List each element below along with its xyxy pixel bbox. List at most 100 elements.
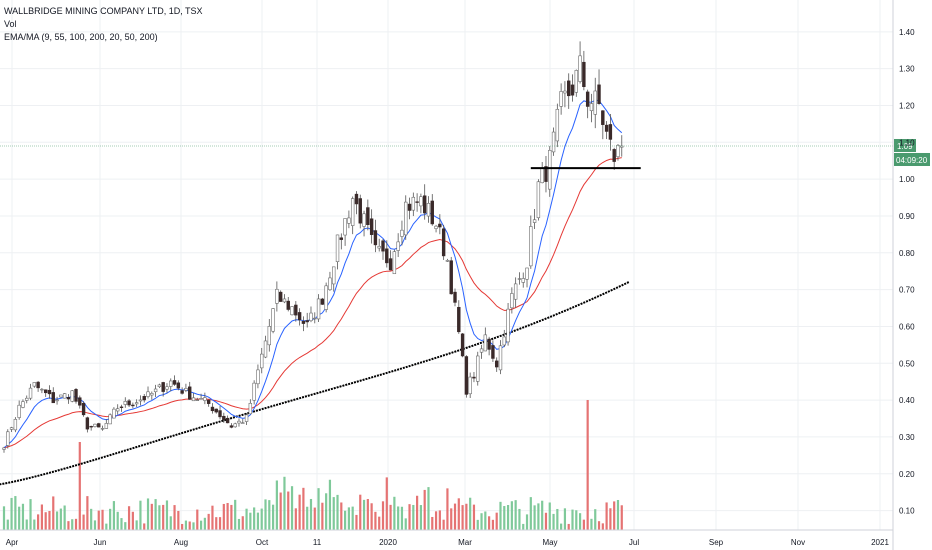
candle-down <box>229 425 234 428</box>
volume-bar-up <box>518 508 521 530</box>
volume-bar-up <box>21 503 25 530</box>
candle-down <box>278 291 283 302</box>
volume-bar-down <box>143 523 146 530</box>
volume-bar-up <box>14 496 17 530</box>
candle-up <box>468 376 472 395</box>
candle-up <box>548 150 552 190</box>
candle-up <box>377 245 381 249</box>
candle-up <box>411 196 416 211</box>
x-tick-label: 2021 <box>871 538 889 547</box>
candle-up <box>100 428 105 430</box>
y-tick-label: 0.70 <box>899 286 915 295</box>
candle-up <box>17 404 21 418</box>
volume-bar-down <box>241 516 244 530</box>
candle-down <box>218 410 222 418</box>
volume-bar-down <box>408 504 411 530</box>
candle-down <box>51 392 55 404</box>
volume-bar-down <box>82 514 85 530</box>
candle-up <box>532 219 537 223</box>
candle-up <box>150 393 154 396</box>
volume-bar-up <box>469 497 472 530</box>
y-tick-label: 0.40 <box>899 396 915 405</box>
countdown-label: 04:09:20 <box>896 156 928 165</box>
candle-up <box>237 420 241 424</box>
volume-bar-down <box>491 519 495 530</box>
volume-bar-up <box>234 499 237 530</box>
candle-up <box>521 278 525 283</box>
volume-bar-down <box>438 510 441 530</box>
candle-down <box>225 417 230 424</box>
candle-up <box>25 397 29 401</box>
volume-bar-down <box>230 504 233 530</box>
volume-bar-down <box>37 514 40 530</box>
volume-bar-up <box>271 504 275 530</box>
candle-down <box>582 61 586 87</box>
volume-bar-up <box>548 502 551 530</box>
candle-up <box>563 90 567 94</box>
candle-up <box>290 306 294 316</box>
candle-up <box>275 288 279 304</box>
candle-down <box>36 381 40 389</box>
candle-up <box>282 298 287 303</box>
volume-bar-down <box>222 503 225 530</box>
volume-bar-down <box>586 400 589 530</box>
volume-bar-down <box>181 523 184 530</box>
candle-up <box>434 225 438 229</box>
volume-label: Vol <box>4 19 17 29</box>
volume-bar-down <box>74 518 78 530</box>
volume-bar-down <box>374 511 377 530</box>
volume-bar-up <box>154 499 157 530</box>
volume-bar-up <box>199 520 203 530</box>
candle-down <box>491 345 495 359</box>
volume-bar-down <box>321 502 324 530</box>
candle-up <box>104 423 109 429</box>
volume-bar-up <box>344 510 347 530</box>
indicator-label: EMA/MA (9, 55, 100, 200, 20, 50, 200) <box>4 32 158 42</box>
volume-bar-down <box>131 511 134 530</box>
candle-up <box>108 414 112 425</box>
volume-bar-down <box>78 442 81 530</box>
volume-bar-up <box>268 500 271 530</box>
volume-bar-up <box>309 498 313 530</box>
x-tick-label: 2020 <box>379 538 397 547</box>
volume-bar-up <box>256 512 260 530</box>
candle-down <box>585 91 590 107</box>
volume-bar-up <box>135 520 138 530</box>
candle-up <box>165 386 169 390</box>
candle-up <box>589 103 594 112</box>
volume-bar-up <box>165 500 169 530</box>
x-tick-label: Apr <box>6 538 19 547</box>
x-tick-label: Aug <box>174 538 188 547</box>
y-tick-label: 1.30 <box>899 65 915 74</box>
y-tick-label: 0.30 <box>899 433 915 442</box>
volume-bar-down <box>313 507 316 530</box>
volume-bar-down <box>150 503 153 530</box>
candle-down <box>373 230 378 246</box>
volume-bar-up <box>10 497 13 530</box>
candle-down <box>358 198 362 224</box>
volume-bar-up <box>578 513 582 530</box>
volume-bar-down <box>609 508 612 530</box>
candle-down <box>66 397 71 400</box>
candle-up <box>248 402 253 415</box>
candle-up <box>62 393 67 399</box>
volume-bar-up <box>317 488 320 530</box>
volume-bar-down <box>370 503 373 530</box>
candle-up <box>578 55 582 82</box>
candle-up <box>112 408 116 419</box>
candle-up <box>517 278 522 280</box>
volume-bar-up <box>514 500 517 530</box>
volume-bar-down <box>582 519 585 530</box>
volume-bar-up <box>563 508 567 530</box>
candle-up <box>263 340 268 358</box>
volume-bar-down <box>423 489 426 530</box>
volume-bar-up <box>158 505 161 530</box>
x-tick-label: Mar <box>458 538 472 547</box>
volume-bar-up <box>351 506 354 530</box>
candle-up <box>70 390 74 402</box>
volume-bar-down <box>359 494 362 530</box>
volume-bar-up <box>503 506 506 530</box>
volume-bar-up <box>522 523 525 530</box>
